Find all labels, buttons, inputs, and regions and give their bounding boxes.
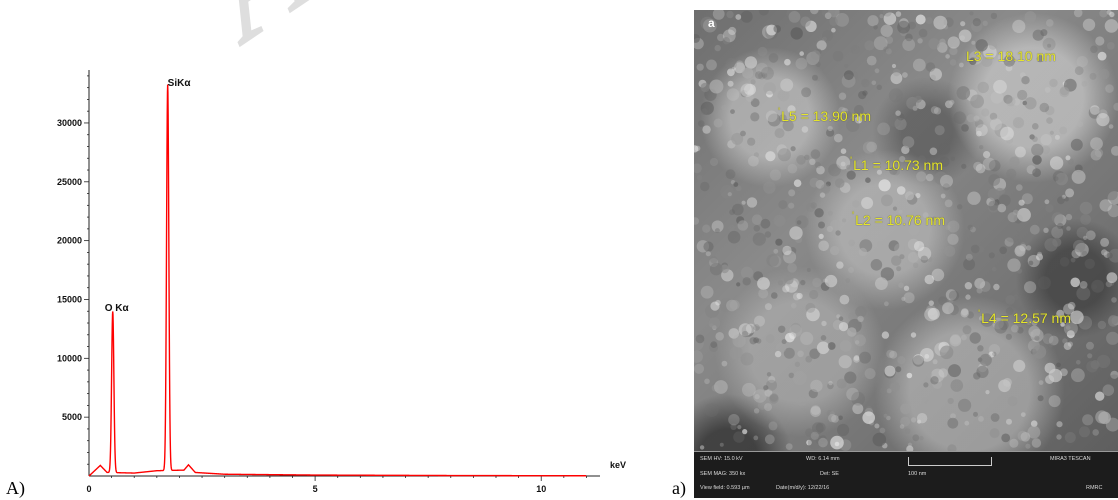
measurement-label-l3: L3 = 18.10 nm bbox=[966, 48, 1056, 64]
sem-particle-texture bbox=[694, 10, 1118, 454]
info-brand: MIRA3 TESCAN bbox=[1050, 456, 1091, 462]
chart-spectrum bbox=[88, 84, 587, 477]
info-hv: SEM HV: 15.0 kV bbox=[700, 456, 743, 462]
sem-info-bar: SEM HV: 15.0 kV WD: 6.14 mm MIRA3 TESCAN… bbox=[694, 451, 1118, 498]
chart-ticks: 5000 10000 15000 20000 25000 30000 0 5 10 keV bbox=[57, 75, 626, 494]
peak-label: SiKα bbox=[168, 78, 192, 89]
sem-micrograph: a L3 = 18.10 nm 'L5 = 13.90 nm 'L1 = 10.… bbox=[694, 10, 1118, 498]
info-det: Det: SE bbox=[820, 471, 839, 477]
x-tick-label: 5 bbox=[313, 484, 318, 494]
measurement-label-l2: 'L2 = 10.76 nm bbox=[852, 210, 946, 228]
x-tick-label: 0 bbox=[86, 484, 91, 494]
y-tick-label: 10000 bbox=[57, 353, 82, 363]
y-tick-label: 25000 bbox=[57, 177, 82, 187]
eds-spectrum-chart: 5000 10000 15000 20000 25000 30000 0 5 10 keV O K… bbox=[57, 70, 626, 494]
chart-labels: O Kα SiKα bbox=[105, 78, 192, 314]
y-tick-label: 20000 bbox=[57, 236, 82, 246]
y-tick-label: 30000 bbox=[57, 118, 82, 128]
measurement-label-l1: 'L1 = 10.73 nm bbox=[850, 155, 944, 173]
x-axis-unit-label: keV bbox=[610, 460, 626, 470]
panel-label-a-lower: a) bbox=[672, 478, 686, 498]
x-tick-label: 10 bbox=[536, 484, 546, 494]
info-scale: 100 nm bbox=[908, 471, 927, 477]
panel-label-a-upper: A) bbox=[6, 478, 25, 498]
measurement-label-l5: 'L5 = 13.90 nm bbox=[778, 106, 872, 124]
info-wd: WD: 6.14 mm bbox=[806, 456, 840, 462]
y-tick-label: 15000 bbox=[57, 294, 82, 304]
spectrum-line bbox=[88, 84, 587, 477]
measurement-label-l4: 'L4 = 12.57 nm bbox=[978, 308, 1072, 326]
info-lab: RMRC bbox=[1086, 485, 1103, 491]
peak-label: O Kα bbox=[105, 303, 130, 314]
y-tick-label: 5000 bbox=[62, 412, 82, 422]
info-mag: SEM MAG: 350 kx bbox=[700, 471, 746, 477]
scale-bar bbox=[908, 457, 992, 466]
info-date: Date(m/d/y): 12/22/16 bbox=[776, 485, 830, 491]
info-view-field: View field: 0.593 µm bbox=[700, 485, 750, 491]
sem-panel-letter: a bbox=[708, 16, 715, 30]
